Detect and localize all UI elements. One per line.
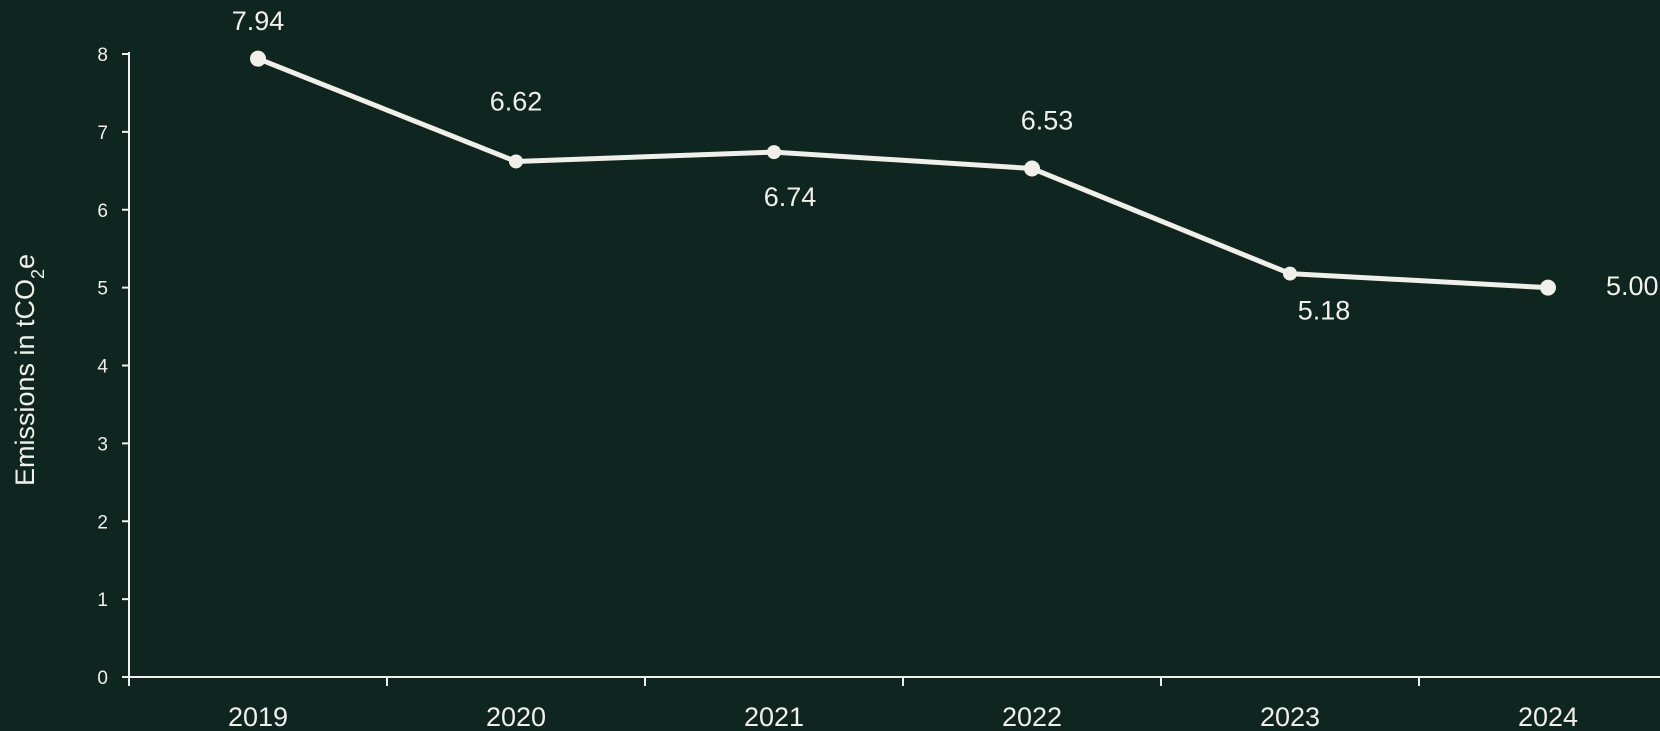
y-axis-title: Emissions in tCO2e bbox=[10, 254, 48, 486]
emissions-series bbox=[250, 50, 1556, 296]
y-tick-label: 8 bbox=[97, 45, 108, 66]
y-tick-label: 2 bbox=[97, 512, 108, 533]
data-label: 6.62 bbox=[490, 87, 543, 117]
data-point bbox=[767, 145, 781, 160]
data-point bbox=[1024, 160, 1040, 177]
x-tick-label: 2023 bbox=[1260, 702, 1320, 731]
y-axis-title-main: Emissions in tCO bbox=[10, 279, 40, 486]
data-label: 5.00 bbox=[1606, 271, 1659, 301]
data-point bbox=[250, 50, 266, 67]
x-tick-label: 2024 bbox=[1518, 702, 1578, 731]
y-tick-label: 0 bbox=[97, 668, 108, 689]
data-label: 6.74 bbox=[764, 182, 817, 212]
data-label: 5.18 bbox=[1298, 296, 1351, 326]
data-point bbox=[509, 154, 523, 169]
x-axis: 2019 2020 2021 2022 2023 2024 bbox=[128, 676, 1660, 731]
y-tick-label: 3 bbox=[97, 434, 108, 455]
x-tick-label: 2022 bbox=[1002, 702, 1062, 731]
x-tick-label: 2019 bbox=[228, 702, 288, 731]
y-tick-label: 7 bbox=[97, 123, 108, 144]
data-labels: 7.94 6.62 6.74 6.53 5.18 5.00 bbox=[232, 6, 1659, 326]
y-tick-label: 5 bbox=[97, 279, 108, 300]
data-point bbox=[1283, 266, 1297, 281]
y-axis-title-suffix: e bbox=[10, 254, 40, 269]
y-axis: 0 1 2 3 4 5 6 7 8 bbox=[97, 45, 130, 689]
y-tick-label: 6 bbox=[97, 201, 108, 222]
data-point bbox=[1540, 279, 1556, 296]
data-label: 6.53 bbox=[1021, 106, 1074, 136]
x-tick-label: 2021 bbox=[744, 702, 804, 731]
y-tick-label: 4 bbox=[97, 357, 108, 378]
data-label: 7.94 bbox=[232, 6, 285, 36]
emissions-line bbox=[255, 56, 1551, 291]
y-tick-label: 1 bbox=[97, 590, 108, 611]
y-axis-title-subscript: 2 bbox=[28, 269, 48, 279]
x-tick-label: 2020 bbox=[486, 702, 546, 731]
